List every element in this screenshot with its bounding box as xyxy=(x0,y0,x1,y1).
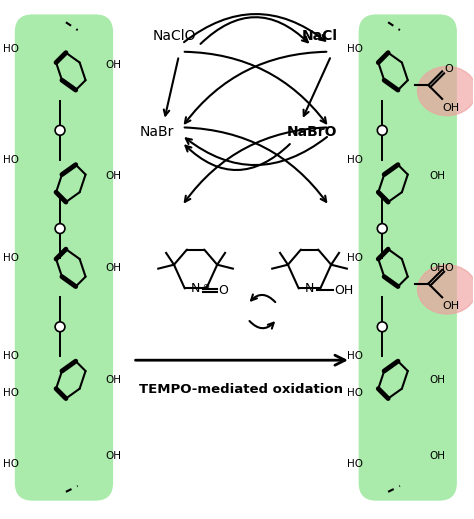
Text: OH: OH xyxy=(105,452,121,461)
Text: OH: OH xyxy=(442,301,459,311)
Text: HO: HO xyxy=(3,253,19,263)
Text: HO: HO xyxy=(346,253,363,263)
Text: TEMPO-mediated oxidation: TEMPO-mediated oxidation xyxy=(139,383,343,396)
Text: OH: OH xyxy=(429,452,446,461)
Circle shape xyxy=(55,126,65,135)
Text: HO: HO xyxy=(3,388,19,398)
Text: NaBrO: NaBrO xyxy=(287,125,337,139)
Text: HO: HO xyxy=(346,155,363,165)
Circle shape xyxy=(377,322,387,332)
Text: OH: OH xyxy=(105,263,121,273)
Ellipse shape xyxy=(418,265,474,314)
Ellipse shape xyxy=(418,66,474,116)
Circle shape xyxy=(55,224,65,234)
Text: N: N xyxy=(305,282,314,295)
Circle shape xyxy=(377,126,387,135)
Text: NaCl: NaCl xyxy=(301,29,337,43)
Text: O: O xyxy=(444,64,453,74)
Circle shape xyxy=(377,224,387,234)
Text: OH: OH xyxy=(105,61,121,71)
Text: ⊕: ⊕ xyxy=(202,282,210,291)
Text: HO: HO xyxy=(346,44,363,54)
Text: OH: OH xyxy=(105,375,121,385)
Text: OH: OH xyxy=(442,103,459,113)
FancyBboxPatch shape xyxy=(15,15,113,501)
Text: N: N xyxy=(191,282,201,295)
Text: O: O xyxy=(218,284,228,297)
Circle shape xyxy=(55,322,65,332)
Text: NaBr: NaBr xyxy=(139,125,174,139)
Text: HO: HO xyxy=(3,44,19,54)
Text: OH: OH xyxy=(105,171,121,182)
Text: HO: HO xyxy=(3,459,19,469)
Text: OH: OH xyxy=(334,284,353,297)
Text: OH: OH xyxy=(429,171,446,182)
Text: HO: HO xyxy=(346,388,363,398)
Text: HO: HO xyxy=(3,351,19,361)
FancyBboxPatch shape xyxy=(359,15,457,501)
Text: HO: HO xyxy=(3,155,19,165)
Text: O: O xyxy=(444,263,453,273)
Text: NaClO: NaClO xyxy=(152,29,196,43)
Text: HO: HO xyxy=(346,459,363,469)
Text: OH: OH xyxy=(429,263,446,273)
Text: HO: HO xyxy=(346,351,363,361)
Text: OH: OH xyxy=(429,375,446,385)
